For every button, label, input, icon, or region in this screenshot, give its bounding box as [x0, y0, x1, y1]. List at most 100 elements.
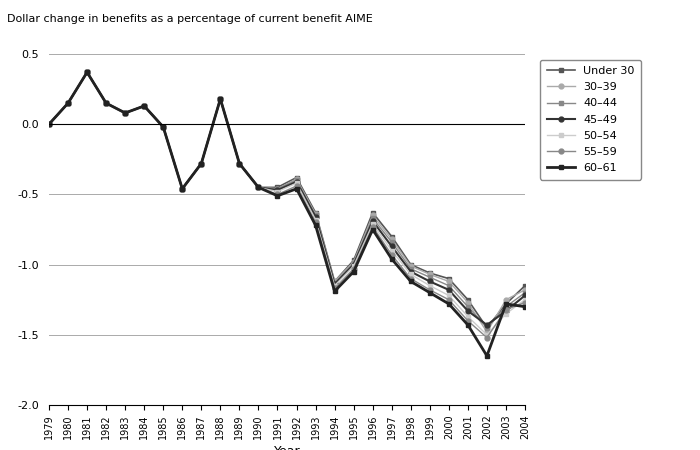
55–59	[444, 297, 453, 302]
30–39	[407, 263, 415, 269]
45–49	[45, 122, 53, 127]
30–39	[388, 237, 396, 242]
55–59	[216, 96, 225, 102]
55–59	[502, 307, 510, 312]
40–44	[159, 124, 167, 130]
55–59	[407, 276, 415, 281]
60–61	[121, 110, 130, 116]
Line: 50–54: 50–54	[47, 70, 527, 337]
Under 30	[235, 161, 244, 166]
Under 30	[463, 297, 472, 302]
50–54	[45, 122, 53, 127]
Under 30	[197, 161, 206, 166]
55–59	[349, 266, 358, 271]
Under 30	[121, 110, 130, 116]
60–61	[64, 100, 72, 106]
40–44	[273, 186, 281, 192]
55–59	[45, 122, 53, 127]
Under 30	[178, 186, 186, 192]
45–49	[293, 179, 301, 184]
60–61	[444, 301, 453, 306]
45–49	[178, 186, 186, 192]
50–54	[159, 124, 167, 130]
Line: 30–39: 30–39	[47, 70, 527, 334]
30–39	[216, 96, 225, 102]
40–44	[368, 216, 377, 221]
50–54	[178, 186, 186, 192]
45–49	[83, 70, 91, 75]
60–61	[349, 269, 358, 274]
50–54	[330, 283, 339, 288]
Line: 40–44: 40–44	[47, 70, 527, 330]
40–44	[407, 266, 415, 271]
50–54	[368, 221, 377, 227]
Line: 55–59: 55–59	[47, 70, 527, 340]
40–44	[444, 283, 453, 288]
30–39	[140, 103, 148, 108]
40–44	[349, 261, 358, 266]
45–49	[216, 96, 225, 102]
50–54	[521, 297, 529, 302]
60–61	[388, 256, 396, 262]
45–49	[330, 282, 339, 287]
55–59	[121, 110, 130, 116]
60–61	[463, 322, 472, 328]
50–54	[293, 180, 301, 186]
X-axis label: Year: Year	[274, 445, 300, 450]
45–49	[273, 188, 281, 193]
40–44	[45, 122, 53, 127]
55–59	[463, 318, 472, 324]
60–61	[235, 161, 244, 166]
50–54	[254, 184, 262, 190]
45–49	[426, 279, 434, 284]
40–44	[197, 161, 206, 166]
40–44	[64, 100, 72, 106]
50–54	[463, 314, 472, 319]
55–59	[273, 192, 281, 197]
30–39	[178, 186, 186, 192]
50–54	[388, 248, 396, 253]
30–39	[368, 213, 377, 218]
40–44	[293, 178, 301, 183]
50–54	[444, 293, 453, 298]
50–54	[121, 110, 130, 116]
30–39	[254, 184, 262, 190]
40–44	[312, 213, 320, 218]
Line: 60–61: 60–61	[47, 70, 527, 358]
Under 30	[273, 184, 281, 190]
30–39	[159, 124, 167, 130]
40–44	[235, 161, 244, 166]
40–44	[216, 96, 225, 102]
30–39	[444, 279, 453, 284]
45–49	[444, 287, 453, 292]
55–59	[254, 184, 262, 190]
50–54	[83, 70, 91, 75]
50–54	[216, 96, 225, 102]
30–39	[121, 110, 130, 116]
45–49	[463, 308, 472, 314]
40–44	[83, 70, 91, 75]
30–39	[273, 186, 281, 192]
45–49	[312, 214, 320, 220]
Under 30	[140, 103, 148, 108]
55–59	[140, 103, 148, 108]
40–44	[178, 186, 186, 192]
55–59	[330, 286, 339, 291]
Under 30	[502, 301, 510, 306]
Under 30	[83, 70, 91, 75]
40–44	[463, 304, 472, 310]
55–59	[293, 183, 301, 189]
55–59	[197, 161, 206, 166]
60–61	[330, 288, 339, 294]
50–54	[426, 283, 434, 288]
Under 30	[330, 279, 339, 284]
50–54	[235, 161, 244, 166]
50–54	[312, 217, 320, 222]
60–61	[178, 186, 186, 192]
60–61	[426, 290, 434, 295]
55–59	[83, 70, 91, 75]
40–44	[521, 290, 529, 295]
60–61	[293, 186, 301, 192]
60–61	[45, 122, 53, 127]
Under 30	[312, 210, 320, 216]
